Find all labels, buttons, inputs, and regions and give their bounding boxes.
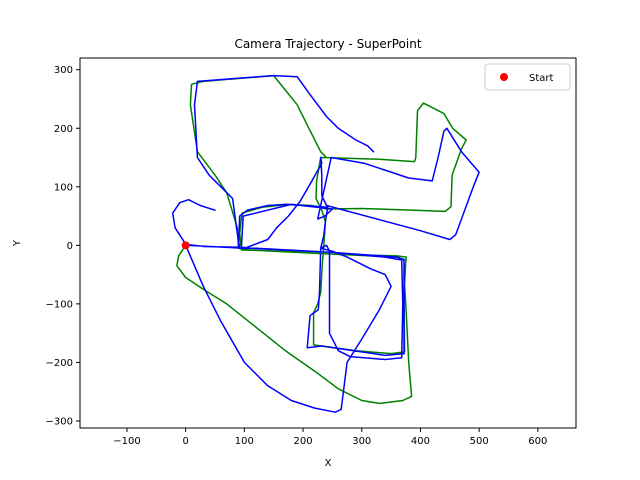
x-tick-label: 200 xyxy=(294,436,313,447)
plot-frame xyxy=(79,57,577,429)
x-axis: −100 0 100 200 300 400 500 600 xyxy=(113,428,547,447)
y-tick-label: −300 xyxy=(46,416,73,427)
x-tick-label: 0 xyxy=(182,436,188,447)
y-axis: −300 −200 −100 0 100 200 300 xyxy=(46,65,80,427)
x-tick-label: 300 xyxy=(352,436,371,447)
x-tick-label: 500 xyxy=(470,436,489,447)
legend: Start xyxy=(484,63,571,91)
y-tick-label: 0 xyxy=(67,241,73,252)
x-tick-label: 600 xyxy=(528,436,547,447)
legend-box xyxy=(484,63,571,91)
trajectory-line-2 xyxy=(171,74,480,413)
marker-layer xyxy=(181,241,190,250)
legend-start-label: Start xyxy=(529,73,554,84)
y-tick-label: 200 xyxy=(54,124,73,135)
plot-area xyxy=(79,57,577,429)
x-tick-label: 100 xyxy=(235,436,254,447)
y-tick-label: 100 xyxy=(54,182,73,193)
start-point-marker xyxy=(181,241,190,250)
y-axis-label: Y xyxy=(12,239,23,247)
y-tick-label: −100 xyxy=(46,299,73,310)
legend-start-marker xyxy=(500,73,508,81)
y-tick-label: 300 xyxy=(54,65,73,76)
x-tick-label: 400 xyxy=(411,436,430,447)
series-layer xyxy=(171,74,480,413)
y-tick-label: −200 xyxy=(46,358,73,369)
x-axis-label: X xyxy=(325,458,332,469)
x-tick-label: −100 xyxy=(113,436,140,447)
chart-title: Camera Trajectory - SuperPoint xyxy=(234,37,421,51)
